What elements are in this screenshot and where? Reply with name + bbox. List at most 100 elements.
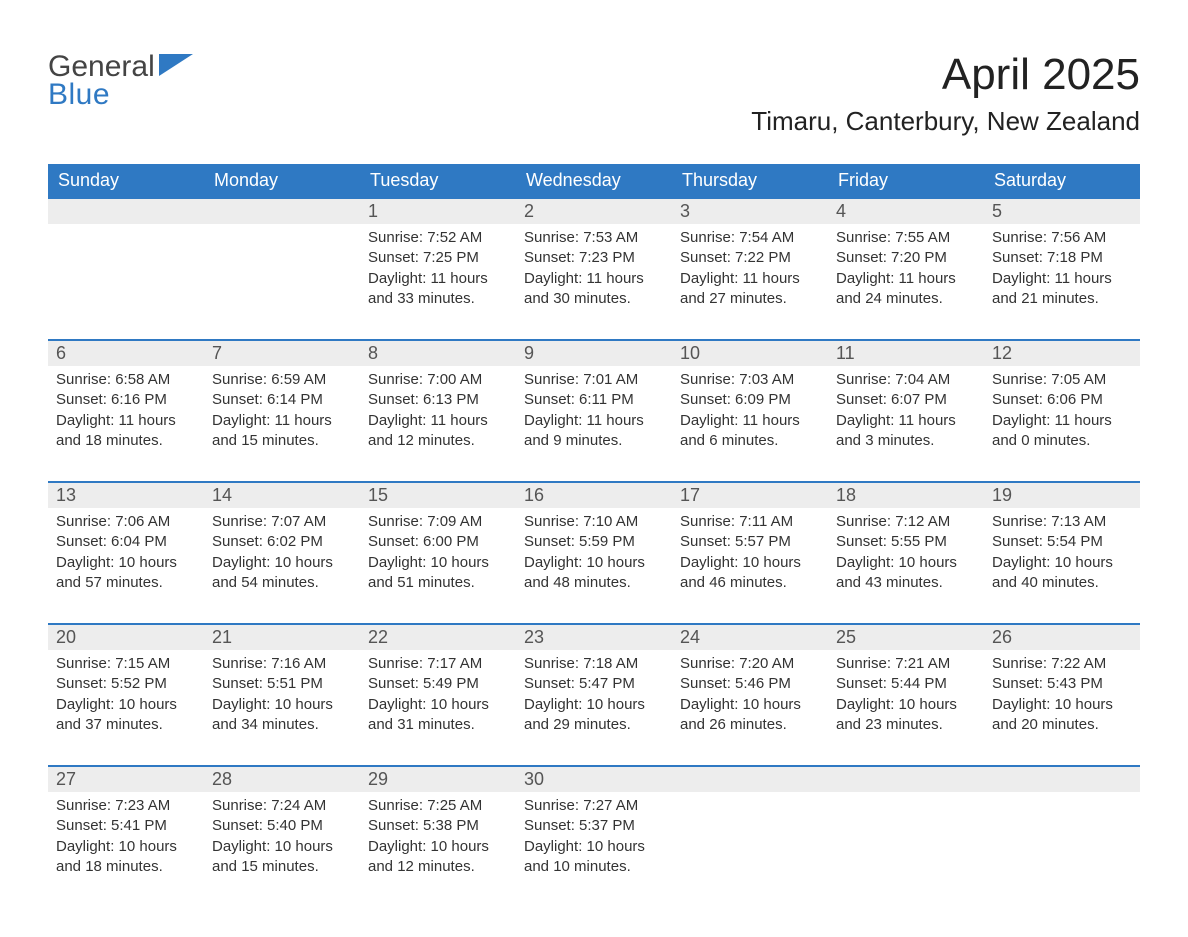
day-body: Sunrise: 7:54 AMSunset: 7:22 PMDaylight:…: [672, 224, 828, 339]
weekday-header: Wednesday: [516, 164, 672, 198]
sunrise-line: Sunrise: 7:04 AM: [836, 370, 976, 390]
sunrise-line-label: Sunrise:: [680, 513, 735, 530]
calendar-day-cell: 22Sunrise: 7:17 AMSunset: 5:49 PMDayligh…: [360, 624, 516, 766]
sunset-line: Sunset: 6:00 PM: [368, 532, 508, 552]
sunrise-line-label: Sunrise:: [368, 513, 423, 530]
day-body: Sunrise: 7:52 AMSunset: 7:25 PMDaylight:…: [360, 224, 516, 339]
day-body: [204, 224, 360, 334]
sunrise-line: Sunrise: 7:54 AM: [680, 228, 820, 248]
day-number: 26: [984, 625, 1140, 650]
day-number: 2: [516, 199, 672, 224]
sunset-line-value: 5:52 PM: [111, 675, 167, 692]
sunset-line-value: 5:40 PM: [267, 817, 323, 834]
day-number: [828, 767, 984, 792]
day-body: Sunrise: 7:23 AMSunset: 5:41 PMDaylight:…: [48, 792, 204, 907]
sunrise-line-label: Sunrise:: [524, 513, 579, 530]
day-body: Sunrise: 6:58 AM Sunset: 6:16 PM Daylight:…: [48, 366, 204, 481]
sunset-line: Sunset: 5:54 PM: [992, 532, 1132, 552]
sunrise-line: Sunrise: 7:18 AM: [524, 654, 664, 674]
sunrise-line-label: Sunrise:: [56, 655, 111, 672]
day-body: Sunrise: 7:00 AMSunset: 6:13 PMDaylight:…: [360, 366, 516, 481]
sunrise-line: Sunrise: 7:10 AM: [524, 512, 664, 532]
sunset-line-value: 7:22 PM: [735, 249, 791, 266]
sunrise-line-value: 7:27 AM: [583, 797, 638, 814]
sunset-line: Sunset: 6:06 PM: [992, 390, 1132, 410]
daylight-line-label: Daylight:: [368, 270, 426, 287]
calendar-week-row: 20Sunrise: 7:15 AMSunset: 5:52 PMDayligh…: [48, 624, 1140, 766]
sunrise-line: Sunrise: 7:09 AM: [368, 512, 508, 532]
calendar-week-row: 1Sunrise: 7:52 AMSunset: 7:25 PMDaylight…: [48, 198, 1140, 340]
day-body: Sunrise: 7:11 AMSunset: 5:57 PMDaylight:…: [672, 508, 828, 623]
sunrise-line-label: Sunrise:: [368, 655, 423, 672]
calendar-week-row: 6Sunrise: 6:58 AMSunset: 6:16 PMDaylight…: [48, 340, 1140, 482]
daylight-line-label: Daylight:: [368, 412, 426, 429]
weekday-header: Monday: [204, 164, 360, 198]
daylight-line-label: Daylight:: [524, 270, 582, 287]
sunset-line-label: Sunset:: [680, 533, 731, 550]
daylight-line-label: Daylight:: [212, 838, 270, 855]
sunset-line: Sunset: 5:55 PM: [836, 532, 976, 552]
sunrise-line-value: 7:13 AM: [1051, 513, 1106, 530]
sunset-line-label: Sunset:: [992, 533, 1043, 550]
day-number: 8: [360, 341, 516, 366]
day-body: Sunrise: 7:20 AMSunset: 5:46 PMDaylight:…: [672, 650, 828, 765]
daylight-line-label: Daylight:: [56, 412, 114, 429]
calendar-table: SundayMondayTuesdayWednesdayThursdayFrid…: [48, 164, 1140, 907]
title-block: April 2025 Timaru, Canterbury, New Zeala…: [751, 50, 1140, 137]
day-body: Sunrise: 7:04 AMSunset: 6:07 PMDaylight:…: [828, 366, 984, 481]
sunset-line-value: 5:54 PM: [1047, 533, 1103, 550]
sunrise-line: Sunrise: 7:05 AM: [992, 370, 1132, 390]
sunrise-line-label: Sunrise:: [368, 371, 423, 388]
calendar-day-cell: 12Sunrise: 7:05 AMSunset: 6:06 PMDayligh…: [984, 340, 1140, 482]
sunset-line-value: 6:04 PM: [111, 533, 167, 550]
sunset-line-value: 5:49 PM: [423, 675, 479, 692]
day-body: Sunrise: 7:07 AMSunset: 6:02 PMDaylight:…: [204, 508, 360, 623]
day-number: 10: [672, 341, 828, 366]
day-body: Sunrise: 7:24 AMSunset: 5:40 PMDaylight:…: [204, 792, 360, 907]
daylight-line-label: Daylight:: [368, 554, 426, 571]
day-number: 11: [828, 341, 984, 366]
daylight-line: Daylight: 10 hours and 54 minutes.: [212, 553, 352, 594]
sunset-line-value: 5:43 PM: [1047, 675, 1103, 692]
sunset-line: Sunset: 7:18 PM: [992, 248, 1132, 268]
calendar-day-cell: 25Sunrise: 7:21 AMSunset: 5:44 PMDayligh…: [828, 624, 984, 766]
day-number: [984, 767, 1140, 792]
calendar-day-cell: 9Sunrise: 7:01 AMSunset: 6:11 PMDaylight…: [516, 340, 672, 482]
sunrise-line-value: 7:22 AM: [1051, 655, 1106, 672]
calendar-day-cell: 8Sunrise: 7:00 AMSunset: 6:13 PMDaylight…: [360, 340, 516, 482]
day-number: 1: [360, 199, 516, 224]
daylight-line: Daylight: 10 hours and 18 minutes.: [56, 837, 196, 878]
calendar-page: General Blue April 2025 Timaru, Canterbu…: [0, 0, 1188, 937]
sunrise-line-label: Sunrise:: [212, 797, 267, 814]
sunset-line-value: 6:07 PM: [891, 391, 947, 408]
sunrise-line-value: 7:21 AM: [895, 655, 950, 672]
daylight-line-label: Daylight:: [524, 838, 582, 855]
day-number: [204, 199, 360, 224]
sunrise-line-value: 6:58 AM: [115, 371, 170, 388]
sunrise-line-label: Sunrise:: [56, 371, 111, 388]
day-number: 20: [48, 625, 204, 650]
sunrise-line-value: 7:04 AM: [895, 371, 950, 388]
day-number: 27: [48, 767, 204, 792]
day-number: 23: [516, 625, 672, 650]
sunset-line-value: 5:46 PM: [735, 675, 791, 692]
day-body: [984, 792, 1140, 902]
sunrise-line: Sunrise: 7:07 AM: [212, 512, 352, 532]
sunset-line-label: Sunset:: [524, 817, 575, 834]
daylight-line-label: Daylight:: [680, 554, 738, 571]
daylight-line-label: Daylight:: [680, 270, 738, 287]
sunrise-line-label: Sunrise:: [212, 513, 267, 530]
day-body: Sunrise: 7:06 AMSunset: 6:04 PMDaylight:…: [48, 508, 204, 623]
sunrise-line-label: Sunrise:: [992, 513, 1047, 530]
weekday-header-row: SundayMondayTuesdayWednesdayThursdayFrid…: [48, 164, 1140, 198]
month-title: April 2025: [751, 50, 1140, 100]
sunset-line-value: 6:00 PM: [423, 533, 479, 550]
calendar-day-cell: 5Sunrise: 7:56 AMSunset: 7:18 PMDaylight…: [984, 198, 1140, 340]
sunrise-line-label: Sunrise:: [212, 371, 267, 388]
weekday-header: Saturday: [984, 164, 1140, 198]
daylight-line: Daylight: 11 hours and 30 minutes.: [524, 269, 664, 310]
sunset-line: Sunset: 6:16 PM: [56, 390, 196, 410]
sunset-line-value: 6:02 PM: [267, 533, 323, 550]
daylight-line-label: Daylight:: [56, 696, 114, 713]
daylight-line: Daylight: 10 hours and 26 minutes.: [680, 695, 820, 736]
